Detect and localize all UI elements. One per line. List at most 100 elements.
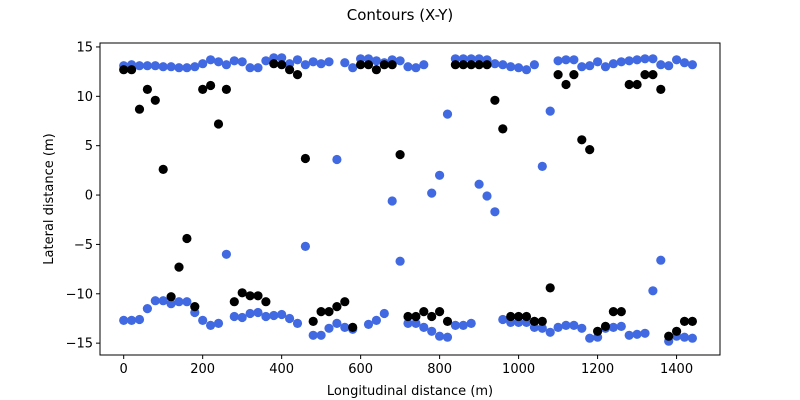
- data-point: [419, 307, 429, 317]
- data-point: [632, 55, 642, 65]
- data-point: [435, 307, 445, 317]
- x-axis-title: Longitudinal distance (m): [327, 384, 493, 399]
- data-point: [142, 61, 152, 71]
- y-tick-label: 15: [76, 40, 93, 55]
- data-point: [577, 323, 587, 333]
- data-point: [316, 330, 326, 340]
- data-point: [300, 241, 310, 251]
- data-point: [308, 330, 318, 340]
- data-point: [127, 315, 137, 325]
- data-point: [569, 55, 579, 65]
- data-point: [450, 320, 460, 330]
- y-tick-label: 0: [85, 189, 93, 204]
- data-point: [348, 322, 358, 332]
- data-point: [577, 135, 587, 145]
- data-point: [442, 109, 453, 119]
- data-point: [561, 79, 571, 90]
- data-point: [640, 70, 650, 80]
- data-point: [316, 59, 326, 69]
- data-point: [332, 154, 342, 165]
- data-point: [285, 65, 295, 75]
- data-point: [577, 62, 587, 72]
- data-point: [553, 70, 563, 80]
- data-point: [387, 60, 397, 70]
- data-point: [490, 59, 500, 69]
- x-tick-label: 1200: [581, 362, 614, 377]
- data-point: [277, 53, 287, 63]
- data-point: [648, 286, 658, 296]
- data-point: [600, 321, 611, 331]
- data-point: [150, 95, 160, 105]
- y-tick-label: 5: [85, 139, 93, 154]
- data-point: [529, 316, 540, 326]
- data-point: [371, 315, 381, 325]
- data-point: [213, 318, 224, 328]
- data-point: [395, 150, 405, 160]
- data-point: [569, 70, 579, 80]
- data-point: [300, 153, 310, 164]
- data-point: [656, 255, 666, 265]
- data-point: [166, 299, 176, 309]
- x-tick-label: 200: [190, 362, 215, 377]
- data-point: [482, 60, 492, 70]
- data-point: [648, 70, 658, 80]
- data-point: [569, 320, 579, 330]
- data-point: [182, 297, 192, 307]
- data-point: [608, 322, 619, 332]
- data-point: [158, 62, 168, 72]
- x-tick-label: 0: [120, 362, 128, 377]
- data-point: [585, 333, 595, 343]
- data-point: [648, 54, 658, 64]
- y-axis: −15 −10 −5 0 5 10 15: [66, 40, 100, 352]
- y-axis-title: Lateral distance (m): [42, 133, 57, 264]
- data-point: [221, 249, 231, 259]
- data-point: [608, 307, 619, 317]
- data-point: [142, 84, 152, 94]
- data-point: [213, 57, 224, 67]
- data-point: [324, 57, 334, 67]
- data-point: [119, 315, 129, 325]
- data-point: [537, 316, 547, 326]
- data-point: [206, 80, 216, 91]
- y-tick-label: −15: [66, 337, 93, 352]
- data-point: [245, 63, 255, 73]
- data-point: [395, 256, 405, 266]
- data-point: [672, 55, 682, 65]
- data-point: [356, 60, 366, 70]
- data-point: [324, 323, 334, 333]
- data-point: [150, 296, 160, 306]
- data-point: [458, 60, 468, 70]
- data-point: [490, 95, 500, 105]
- data-point: [616, 307, 626, 317]
- data-point: [687, 316, 698, 326]
- data-point: [182, 63, 192, 73]
- data-point: [624, 56, 634, 66]
- data-point: [521, 311, 532, 322]
- data-point: [229, 297, 239, 307]
- data-point: [300, 60, 310, 70]
- data-point: [253, 307, 263, 318]
- data-point: [411, 318, 421, 328]
- data-point: [537, 161, 547, 171]
- data-point: [632, 329, 642, 339]
- data-point: [127, 65, 137, 75]
- data-point: [340, 58, 350, 68]
- data-point: [340, 297, 350, 307]
- y-tick-label: −10: [66, 287, 93, 302]
- data-point: [190, 62, 200, 72]
- x-tick-label: 1400: [660, 362, 693, 377]
- data-point: [316, 307, 326, 317]
- data-point: [521, 65, 532, 75]
- data-point: [379, 308, 389, 319]
- data-point: [514, 63, 524, 73]
- data-point: [593, 57, 603, 67]
- data-point: [237, 57, 247, 67]
- data-point: [174, 63, 184, 73]
- data-point: [253, 291, 263, 301]
- data-point: [174, 297, 184, 307]
- data-point: [458, 320, 468, 330]
- data-point: [403, 318, 413, 328]
- data-point: [261, 297, 271, 307]
- data-point: [134, 314, 145, 325]
- data-point: [664, 61, 674, 71]
